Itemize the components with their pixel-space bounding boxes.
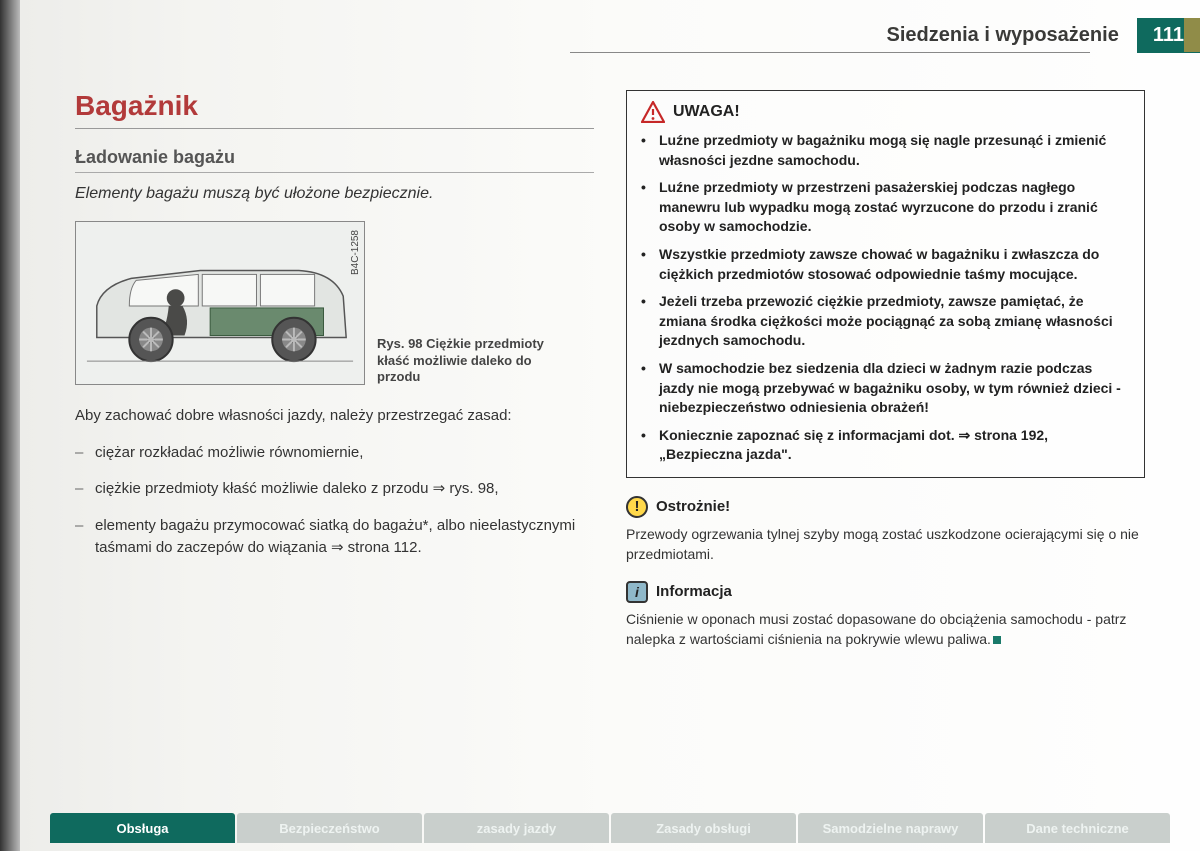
caution-header: ! Ostrożnie! (626, 496, 1145, 518)
warning-item: •W samochodzie bez siedzenia dla dzieci … (641, 359, 1130, 418)
rules-list: – ciężar rozkładać możliwie równomiernie… (75, 442, 594, 560)
warning-title: UWAGA! (673, 103, 740, 121)
dash-icon: – (75, 478, 95, 501)
figure-caption: Rys. 98 Ciężkie przedmioty kłaść możliwi… (377, 336, 557, 385)
page-header: Siedzenia i wyposażenie 111 (887, 18, 1200, 53)
book-binding (0, 0, 20, 851)
section-title: Siedzenia i wyposażenie (887, 24, 1119, 47)
right-column: UWAGA! •Luźne przedmioty w bagażniku mog… (626, 90, 1145, 801)
figure-wrap: B4C-1258 (75, 221, 594, 385)
dash-icon: – (75, 442, 95, 465)
heading-1: Bagażnik (75, 90, 594, 122)
info-header: i Informacja (626, 581, 1145, 603)
caution-text: Przewody ogrzewania tylnej szyby mogą zo… (626, 524, 1145, 565)
figure-98: B4C-1258 (75, 221, 365, 385)
info-title: Informacja (656, 583, 732, 600)
lead-text: Elementy bagażu muszą być ułożone bezpie… (75, 185, 594, 203)
info-icon: i (626, 581, 648, 603)
content-columns: Bagażnik Ładowanie bagażu Elementy bagaż… (75, 90, 1145, 801)
car-diagram-icon (82, 228, 358, 378)
intro-text: Aby zachować dobre własności jazdy, nale… (75, 405, 594, 428)
bottom-tabs: Obsługa Bezpieczeństwo zasady jazdy Zasa… (50, 813, 1170, 843)
warning-item: •Wszystkie przedmioty zawsze chować w ba… (641, 245, 1130, 284)
warning-item: •Luźne przedmioty w bagażniku mogą się n… (641, 131, 1130, 170)
dash-icon: – (75, 515, 95, 560)
h2-rule (75, 172, 594, 173)
info-text: Ciśnienie w oponach musi zostać dopasowa… (626, 609, 1145, 650)
heading-2: Ładowanie bagażu (75, 147, 594, 168)
warning-item: •Jeżeli trzeba przewozić ciężkie przedmi… (641, 292, 1130, 351)
warning-item: •Luźne przedmioty w przestrzeni pasażers… (641, 178, 1130, 237)
h1-rule (75, 128, 594, 129)
list-item: – elementy bagażu przymocować siatką do … (75, 515, 594, 560)
warning-header: UWAGA! (641, 101, 1130, 123)
caution-icon: ! (626, 496, 648, 518)
header-rule (570, 52, 1090, 53)
figure-code: B4C-1258 (350, 230, 361, 275)
warning-triangle-icon (641, 101, 665, 123)
list-item: – ciężar rozkładać możliwie równomiernie… (75, 442, 594, 465)
list-item: – ciężkie przedmioty kłaść możliwie dale… (75, 478, 594, 501)
left-column: Bagażnik Ładowanie bagażu Elementy bagaż… (75, 90, 594, 801)
warning-item: •Koniecznie zapoznać się z informacjami … (641, 426, 1130, 465)
caution-title: Ostrożnie! (656, 498, 730, 515)
page: Siedzenia i wyposażenie 111 Bagażnik Ład… (20, 0, 1200, 851)
tab-obsluga[interactable]: Obsługa (50, 813, 235, 843)
tab-bezpieczenstwo[interactable]: Bezpieczeństwo (237, 813, 422, 843)
tab-zasady-jazdy[interactable]: zasady jazdy (424, 813, 609, 843)
tab-edge (1184, 18, 1200, 52)
tab-naprawy[interactable]: Samodzielne naprawy (798, 813, 983, 843)
tab-zasady-obslugi[interactable]: Zasady obsługi (611, 813, 796, 843)
tab-dane[interactable]: Dane techniczne (985, 813, 1170, 843)
end-mark-icon (993, 636, 1001, 644)
warning-box: UWAGA! •Luźne przedmioty w bagażniku mog… (626, 90, 1145, 478)
